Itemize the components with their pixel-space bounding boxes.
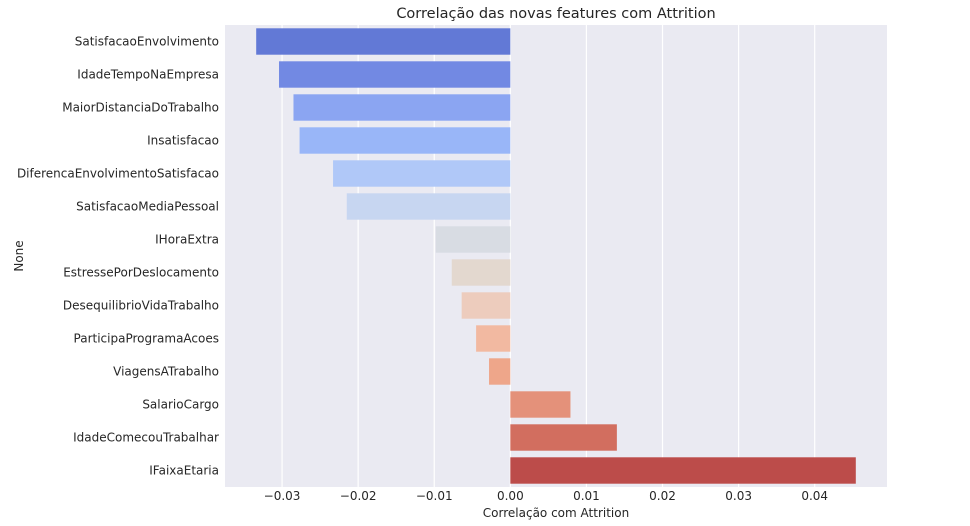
- chart-title: Correlação das novas features com Attrit…: [396, 6, 715, 22]
- bar-DesequilibrioVidaTrabalho: [461, 292, 511, 319]
- y-tick-label: DiferencaEnvolvimentoSatisfacao: [17, 167, 219, 181]
- x-tick-label: 0.01: [573, 489, 600, 503]
- y-tick-label: DesequilibrioVidaTrabalho: [63, 299, 219, 313]
- x-axis-ticks: −0.03 −0.02 −0.01 0.00 0.01 0.02 0.03 0.04: [264, 489, 828, 503]
- bars: [256, 28, 856, 484]
- y-tick-label: EstressePorDeslocamento: [63, 266, 219, 280]
- y-tick-label: IFaixaEtaria: [149, 464, 219, 478]
- x-tick-label: −0.02: [340, 489, 377, 503]
- bar-ParticipaProgramaAcoes: [476, 325, 511, 352]
- bar-IdadeTempoNaEmpresa: [279, 61, 511, 88]
- bar-SatisfacaoMediaPessoal: [346, 193, 511, 220]
- bar-MaiorDistanciaDoTrabalho: [293, 94, 511, 121]
- y-tick-label: Insatisfacao: [147, 134, 219, 148]
- bar-Insatisfacao: [299, 127, 511, 154]
- x-tick-label: 0.03: [725, 489, 752, 503]
- x-tick-label: 0.04: [801, 489, 828, 503]
- y-tick-label: ParticipaProgramaAcoes: [74, 332, 219, 346]
- x-tick-label: −0.03: [264, 489, 301, 503]
- y-axis-ticks: SatisfacaoEnvolvimento IdadeTempoNaEmpres…: [17, 35, 219, 478]
- bar-EstressePorDeslocamento: [451, 259, 511, 286]
- bar-ViagensATrabalho: [489, 358, 511, 385]
- bar-IHoraExtra: [435, 226, 511, 253]
- y-tick-label: IdadeTempoNaEmpresa: [77, 68, 219, 82]
- bar-IFaixaEtaria: [510, 457, 856, 484]
- y-tick-label: SatisfacaoMediaPessoal: [76, 200, 219, 214]
- y-axis-title: None: [12, 240, 26, 271]
- x-axis-title: Correlação com Attrition: [483, 506, 629, 520]
- y-tick-label: IHoraExtra: [155, 233, 219, 247]
- x-tick-label: 0.02: [649, 489, 676, 503]
- bar-SalarioCargo: [510, 391, 571, 418]
- x-tick-label: −0.01: [416, 489, 453, 503]
- y-tick-label: SatisfacaoEnvolvimento: [75, 35, 219, 49]
- y-tick-label: SalarioCargo: [142, 398, 219, 412]
- y-tick-label: IdadeComecouTrabalhar: [73, 431, 219, 445]
- x-tick-label: 0.00: [497, 489, 524, 503]
- bar-DiferencaEnvolvimentoSatisfacao: [333, 160, 511, 187]
- y-tick-label: MaiorDistanciaDoTrabalho: [62, 101, 219, 115]
- bar-SatisfacaoEnvolvimento: [256, 28, 511, 55]
- y-tick-label: ViagensATrabalho: [113, 365, 219, 379]
- bar-IdadeComecouTrabalhar: [510, 424, 617, 451]
